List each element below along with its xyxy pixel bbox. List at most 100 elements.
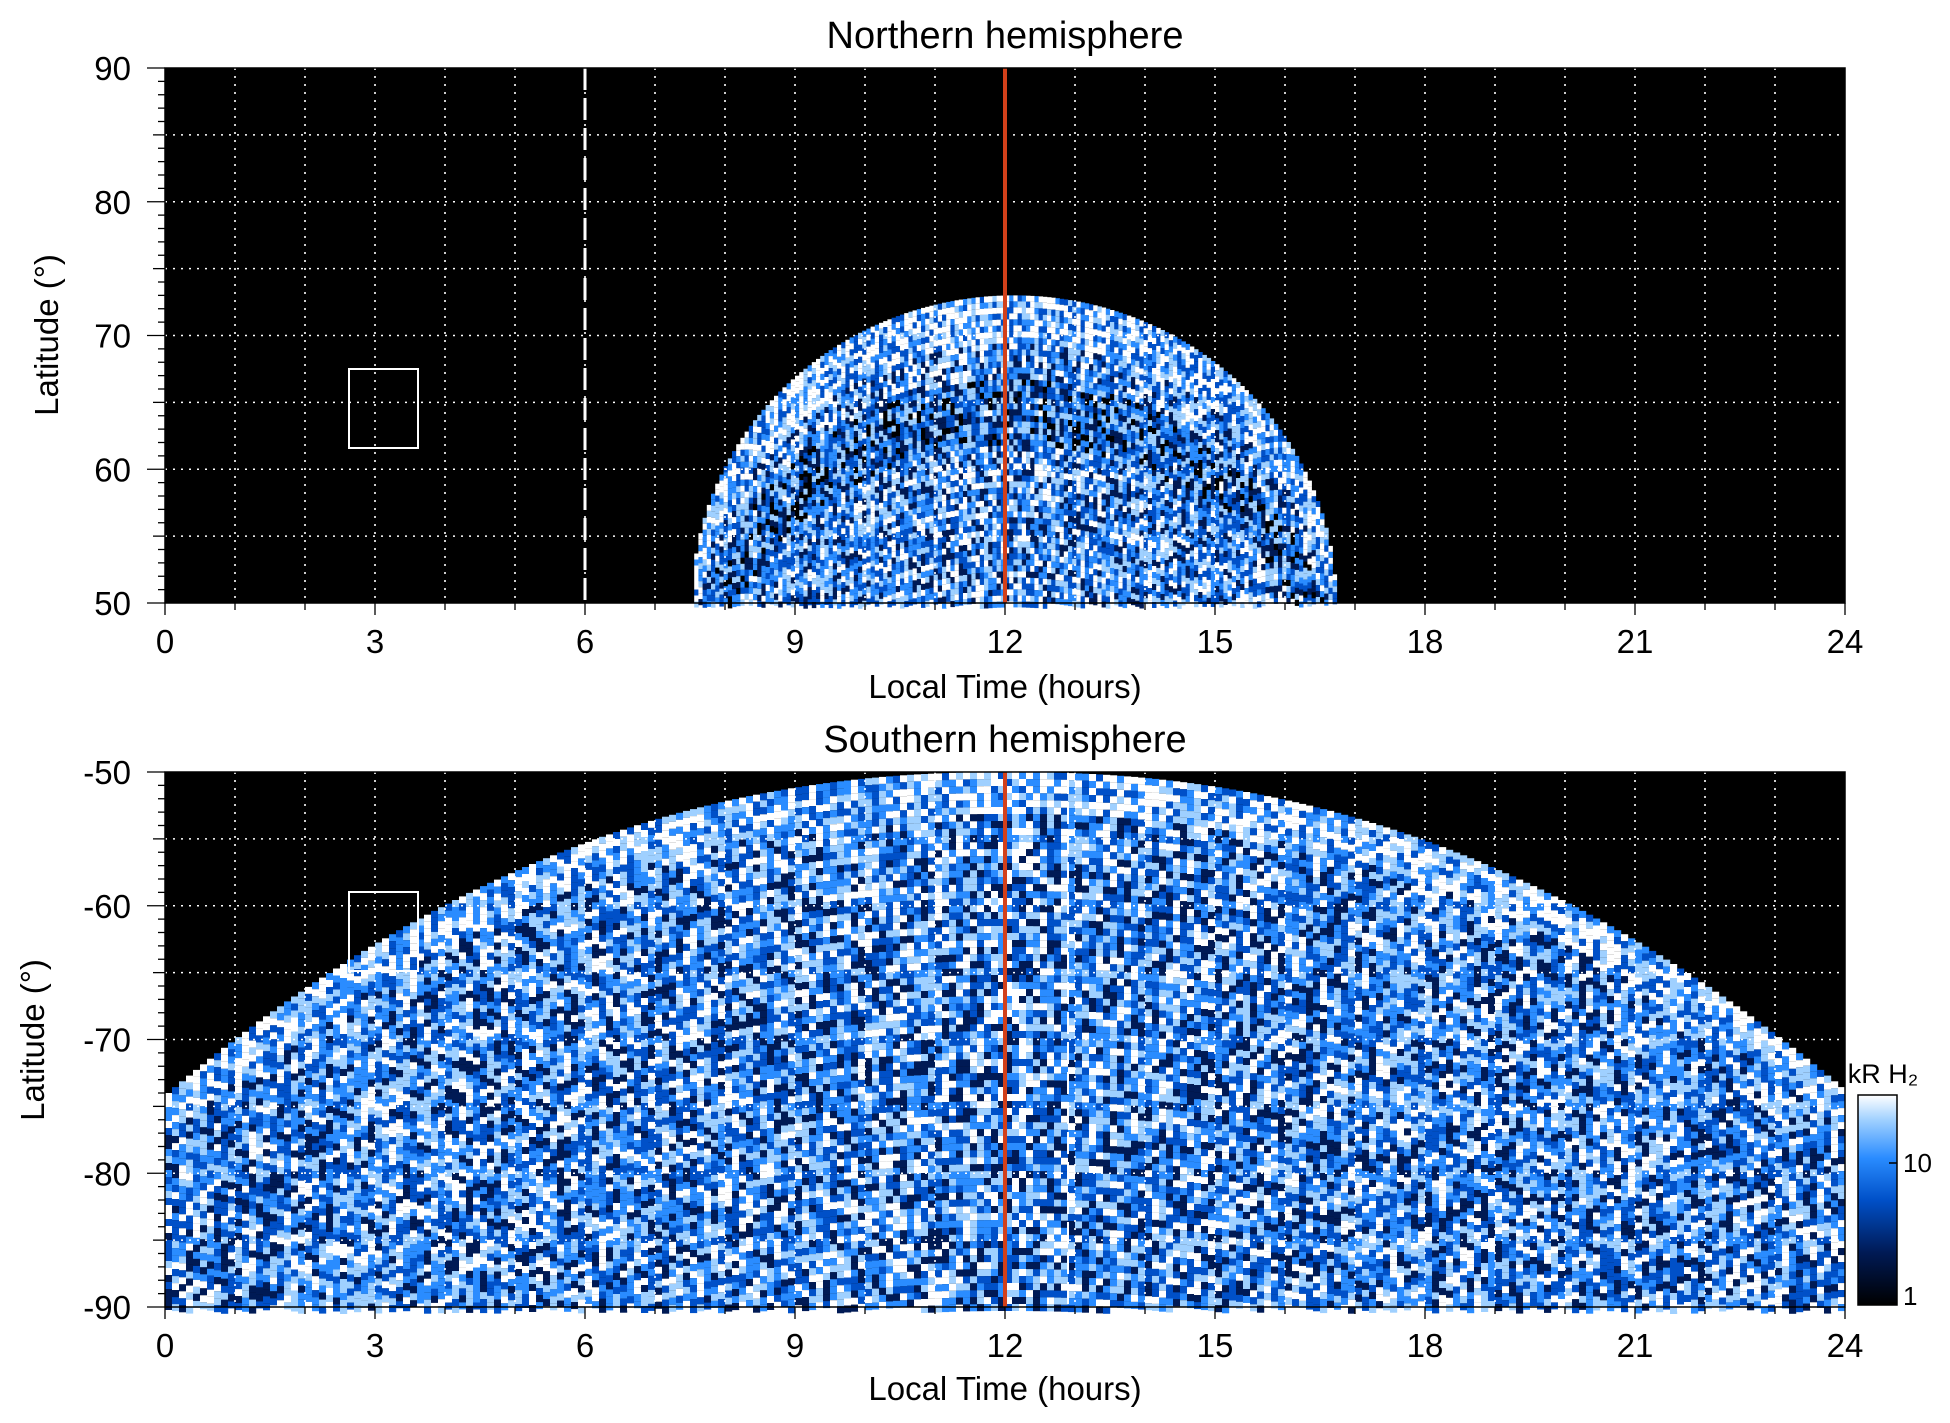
emission-cell (1152, 602, 1157, 608)
emission-cell (1143, 442, 1149, 449)
emission-cell (732, 451, 737, 458)
emission-cell (1013, 553, 1018, 560)
emission-cell (1152, 434, 1157, 440)
emission-cell (811, 380, 817, 387)
emission-cell (1021, 475, 1027, 482)
emission-cell (1093, 347, 1098, 354)
emission-cell (1030, 469, 1035, 476)
emission-cell (958, 593, 964, 600)
emission-cell (1101, 427, 1107, 434)
emission-cell (933, 472, 939, 479)
emission-cell (925, 330, 930, 337)
emission-cell (912, 550, 918, 557)
emission-cell (933, 346, 939, 353)
emission-cell (912, 448, 918, 455)
emission-cell (1139, 578, 1144, 585)
emission-cell (1101, 517, 1107, 524)
emission-cell (967, 508, 972, 515)
emission-cell (837, 362, 842, 369)
emission-cell (925, 504, 930, 511)
emission-cell (1114, 383, 1119, 390)
emission-cell (765, 603, 771, 609)
emission-cell (1114, 587, 1119, 594)
emission-cell (975, 441, 981, 448)
emission-cell (1051, 411, 1056, 418)
emission-cell (942, 542, 947, 549)
emission-cell (891, 593, 897, 600)
emission-cell (967, 466, 972, 473)
emission-cell (811, 536, 817, 543)
emission-cell (736, 576, 741, 583)
emission-cell (942, 470, 947, 477)
emission-cell (744, 503, 750, 510)
emission-cell (698, 533, 703, 540)
emission-cell (946, 469, 951, 476)
emission-cell (803, 518, 808, 525)
emission-cell (807, 455, 813, 462)
emission-cell (849, 385, 855, 392)
emission-cell (1068, 330, 1073, 337)
emission-cell (937, 579, 943, 586)
emission-cell (1063, 557, 1069, 564)
emission-cell (1051, 567, 1056, 574)
emission-cell (732, 553, 737, 560)
emission-cell (883, 579, 888, 586)
emission-cell (916, 405, 922, 412)
emission-cell (1063, 533, 1069, 540)
emission-cell (925, 600, 930, 607)
emission-cell (984, 314, 989, 321)
emission-cell (963, 509, 968, 515)
emission-cell (1034, 548, 1039, 555)
emission-cell (895, 592, 901, 599)
emission-cell (1009, 565, 1014, 572)
emission-cell (874, 342, 880, 349)
emission-cell (1160, 540, 1165, 546)
emission-cell (1160, 366, 1165, 372)
emission-cell (816, 574, 821, 581)
emission-cell (912, 598, 918, 605)
emission-cell (1030, 325, 1035, 332)
emission-cell (828, 452, 834, 459)
emission-cell (958, 461, 964, 468)
emission-cell (1110, 448, 1115, 454)
emission-cell (841, 450, 846, 457)
emission-cell (1080, 512, 1086, 519)
emission-cell (807, 593, 813, 600)
emission-cell (1055, 544, 1060, 551)
emission-cell (916, 363, 922, 370)
emission-cell (1164, 554, 1170, 561)
emission-cell (1042, 302, 1048, 309)
emission-cell (753, 558, 758, 565)
emission-cell (1042, 296, 1048, 303)
emission-cell (1055, 484, 1060, 491)
emission-cell (933, 400, 939, 407)
emission-cell (891, 401, 897, 408)
emission-cell (866, 538, 871, 545)
emission-cell (1084, 429, 1090, 436)
emission-cell (757, 582, 762, 589)
emission-cell (782, 441, 787, 448)
emission-cell (1084, 579, 1090, 586)
emission-cell (883, 555, 888, 562)
emission-cell (879, 400, 884, 407)
emission-cell (1139, 452, 1144, 459)
emission-cell (1013, 487, 1018, 494)
emission-cell (883, 531, 888, 538)
emission-cell (1089, 340, 1094, 347)
emission-cell (748, 569, 754, 576)
emission-cell (921, 343, 926, 350)
emission-cell (862, 372, 867, 379)
emission-cell (732, 499, 737, 506)
emission-cell (1013, 391, 1018, 398)
emission-cell (761, 445, 766, 452)
emission-cell (950, 397, 955, 404)
emission-cell (845, 531, 850, 538)
emission-cell (782, 405, 787, 412)
emission-cell (916, 567, 922, 574)
emission-cell (799, 444, 804, 451)
emission-cell (912, 508, 918, 515)
emission-cell (900, 548, 905, 555)
emission-cell (1080, 530, 1086, 537)
emission-cell (1051, 585, 1056, 592)
emission-cell (1047, 321, 1052, 328)
